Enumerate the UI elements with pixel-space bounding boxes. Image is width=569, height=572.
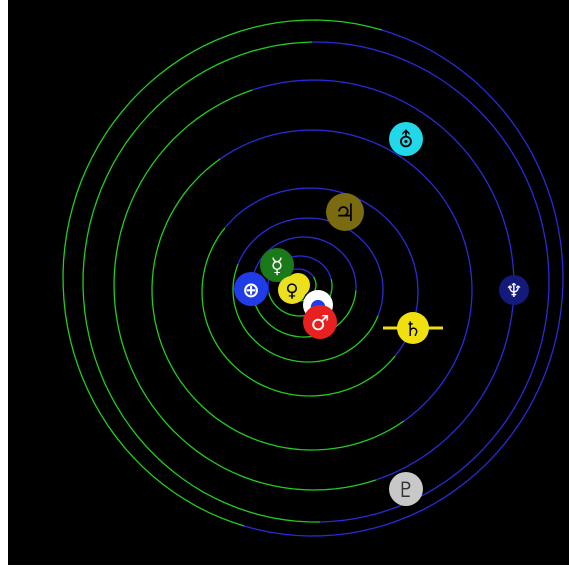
planet-disc xyxy=(389,122,423,156)
mercury-icon: ☿ xyxy=(271,254,284,278)
mars-icon: ♂ xyxy=(311,311,330,335)
venus-icon: ♀ xyxy=(285,281,298,302)
planet-mercury[interactable]: ☿ xyxy=(260,248,294,282)
neptune-icon: ♆ xyxy=(505,280,522,302)
planet-disc xyxy=(260,248,294,282)
orbit-path-outer xyxy=(82,41,321,523)
orbit-path-inner xyxy=(224,187,419,357)
planet-disc xyxy=(389,472,423,506)
jupiter-icon: ♃ xyxy=(334,199,356,227)
orbit-path-inner xyxy=(311,41,550,523)
planet-disc xyxy=(234,272,268,306)
pluto-icon: ♇ xyxy=(397,478,416,502)
orrery-canvas: ☿♀⊕◓♂♃♄⛢♆♇ xyxy=(8,0,569,565)
planet-saturn[interactable]: ♄ xyxy=(383,312,443,344)
orbit-path-outer xyxy=(62,19,383,527)
orbit-path-outer xyxy=(201,227,396,397)
orbit-path-inner xyxy=(219,129,473,422)
orbit-path-outer xyxy=(113,89,376,491)
planet-group: ☿♀⊕◓♂♃♄⛢♆♇ xyxy=(234,122,529,506)
orbit-path-inner xyxy=(251,236,357,291)
planet-disc xyxy=(499,275,529,305)
planet-earth[interactable]: ⊕ xyxy=(234,272,268,306)
orbit-path-inner xyxy=(243,29,564,537)
planet-disc xyxy=(397,312,429,344)
planet-mars[interactable]: ♂ xyxy=(303,305,337,339)
planet-pluto[interactable]: ♇ xyxy=(389,472,423,506)
planet-disc xyxy=(326,193,364,231)
orbit-group xyxy=(62,19,564,537)
orbit-path-outer xyxy=(151,158,405,451)
orbit-path-inner xyxy=(252,79,515,481)
planet-disc xyxy=(303,305,337,339)
planet-venus[interactable]: ♀ xyxy=(278,276,306,304)
saturn-icon: ♄ xyxy=(404,317,422,341)
solar-system-diagram: ☿♀⊕◓♂♃♄⛢♆♇ xyxy=(62,19,564,537)
planet-jupiter[interactable]: ♃ xyxy=(326,193,364,231)
planet-neptune[interactable]: ♆ xyxy=(499,275,529,305)
orbit-path-outer xyxy=(251,283,357,338)
planet-uranus[interactable]: ⛢ xyxy=(389,122,423,156)
earth-icon: ⊕ xyxy=(242,278,260,302)
orbit-path-outer xyxy=(232,263,379,363)
planet-disc xyxy=(278,276,306,304)
uranus-icon: ⛢ xyxy=(398,128,413,152)
